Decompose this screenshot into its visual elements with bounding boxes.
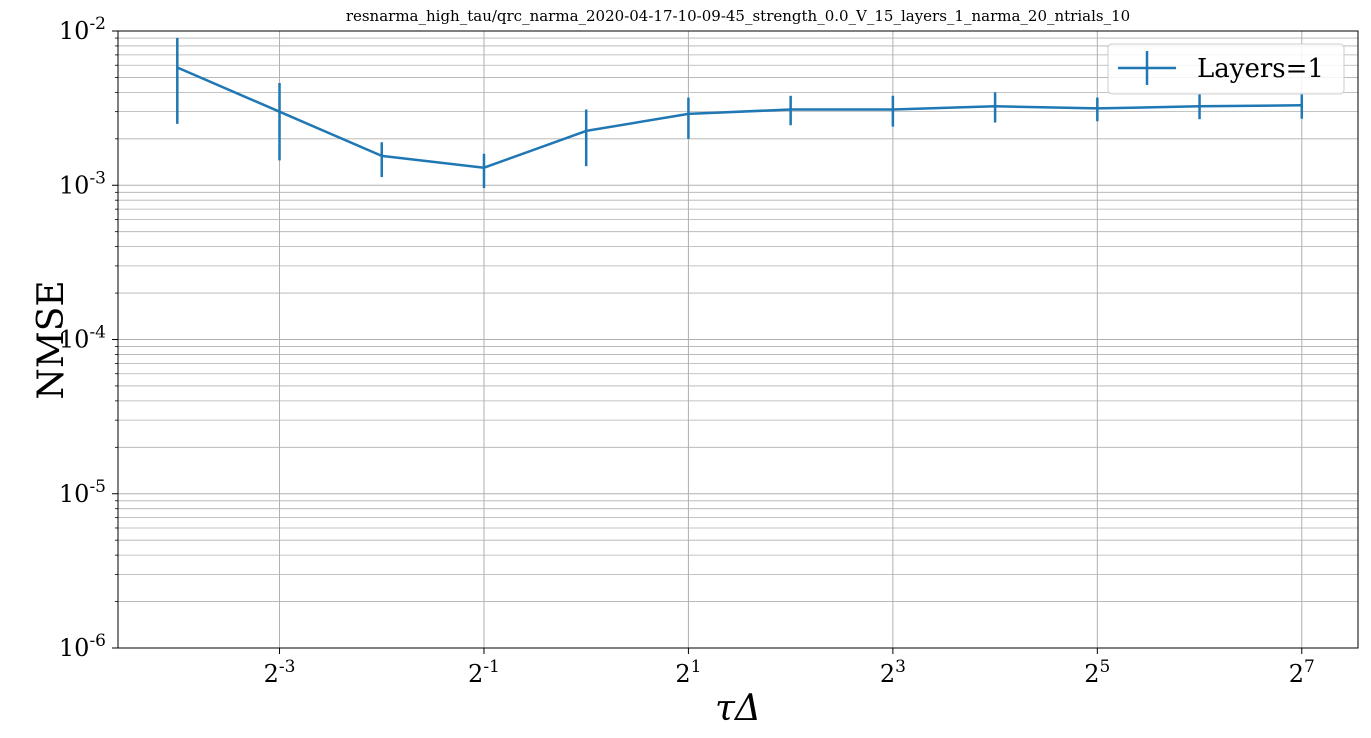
data-point <box>584 129 588 133</box>
series-layer <box>176 38 1304 188</box>
y-tick-label: 10-4 <box>59 323 106 354</box>
x-tick-label: 25 <box>1084 657 1110 688</box>
chart-title: resnarma_high_tau/qrc_narma_2020-04-17-1… <box>346 7 1130 25</box>
series-line <box>176 66 1302 169</box>
y-ticks: 10-2 10-3 10-4 10-5 10-6 <box>59 14 118 662</box>
data-point <box>1300 104 1303 107</box>
data-point <box>993 105 997 108</box>
legend-box <box>1107 43 1345 95</box>
data-point <box>278 110 281 113</box>
x-tick-label: 2-3 <box>264 657 296 688</box>
data-point <box>891 108 895 111</box>
y-axis-label: NMSE <box>31 280 72 399</box>
y-tick-label: 10-3 <box>59 168 106 199</box>
data-point <box>687 112 690 116</box>
x-axis-label: τΔ <box>715 688 761 729</box>
data-point <box>789 108 792 111</box>
data-point <box>482 166 486 169</box>
data-point <box>380 154 383 158</box>
legend: Layers=1 <box>1107 43 1345 95</box>
data-point <box>176 66 179 69</box>
x-tick-label: 21 <box>675 657 701 688</box>
data-point <box>1096 107 1099 110</box>
x-tick-label: 27 <box>1289 657 1315 688</box>
x-ticks: 2-3 2-1 21 23 25 27 <box>264 648 1315 688</box>
data-point <box>1198 105 1201 108</box>
x-tick-label: 23 <box>880 657 906 688</box>
y-tick-label: 10-2 <box>59 14 106 45</box>
y-tick-label: 10-5 <box>59 477 106 508</box>
grid-layer <box>118 31 1358 649</box>
y-tick-label: 10-6 <box>59 631 106 662</box>
x-tick-label: 2-1 <box>468 657 500 688</box>
legend-label: Layers=1 <box>1197 54 1324 84</box>
